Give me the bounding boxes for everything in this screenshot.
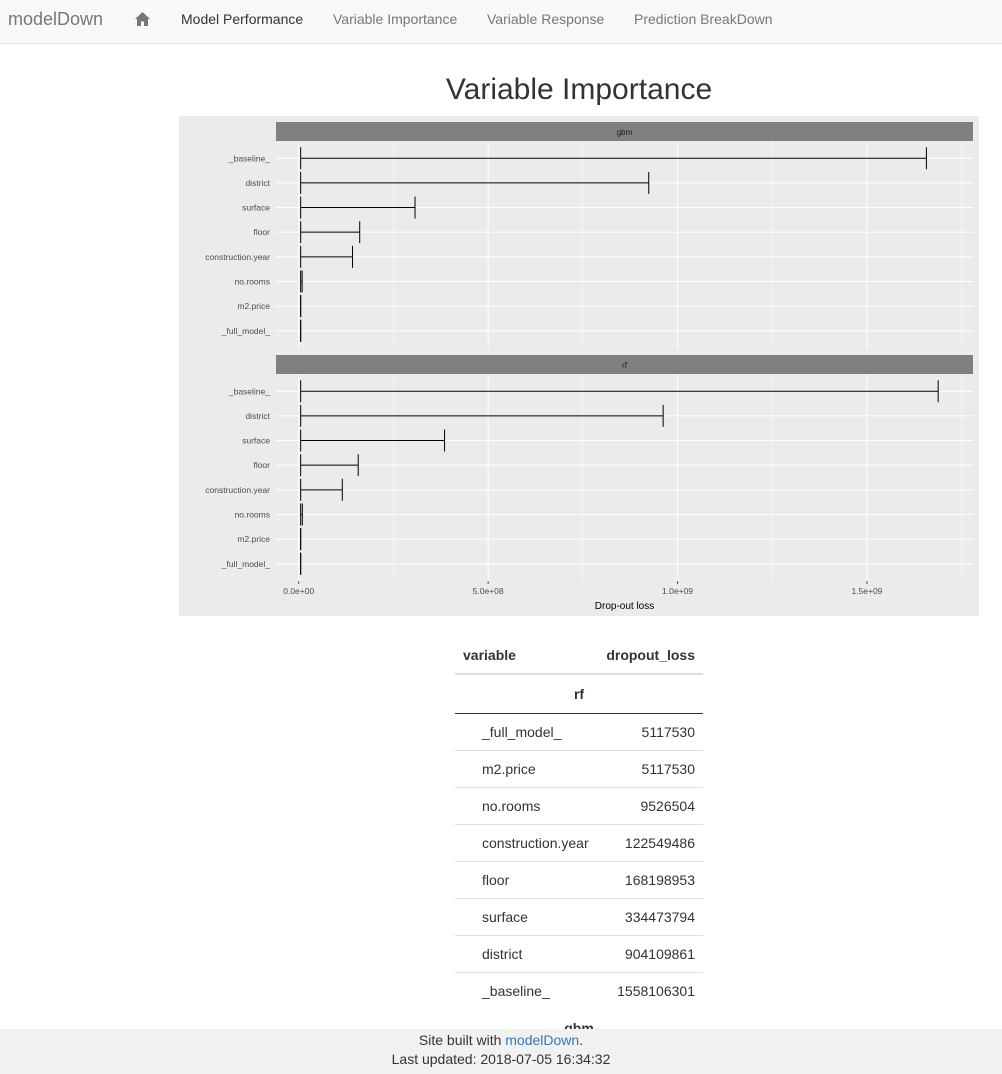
table-cell-dropout-loss: 122549486 [597, 824, 703, 862]
table-cell-variable: _baseline_ [455, 972, 598, 1009]
table-group-row: rf [455, 674, 703, 714]
table-header-row: variable dropout_loss [455, 637, 703, 674]
table-cell-dropout-loss: 168198953 [597, 861, 703, 899]
table-cell-variable: no.rooms [455, 787, 598, 825]
y-tick-label: district [245, 178, 270, 188]
y-tick-label: no.rooms [235, 276, 270, 286]
y-tick-label: _full_model_ [221, 559, 270, 569]
table-cell-dropout-loss: 5117530 [597, 750, 703, 788]
variable-importance-chart: gbm _baseline_ district surface floor constru… [179, 116, 979, 616]
table-row: floor 168198953 [455, 861, 703, 899]
x-tick-label: 1.5e+09 [851, 586, 882, 596]
x-tick-label: 1.0e+09 [662, 586, 693, 596]
table-cell-variable: district [455, 935, 598, 973]
table-cell-variable: construction.year [455, 824, 598, 862]
table-cell-dropout-loss: 334473794 [597, 898, 703, 936]
table-cell-variable: _full_model_ [455, 713, 598, 751]
y-tick-label: surface [242, 203, 270, 213]
nav-prediction-breakdown[interactable]: Prediction BreakDown [634, 11, 773, 27]
navbar: modelDown Model Performance Variable Imp… [0, 0, 1002, 44]
footer-built-line: Site built with modelDown. [0, 1032, 1002, 1048]
facet-strip-label: rf [622, 361, 628, 370]
y-tick-label: construction.year [205, 252, 270, 262]
facet-strip [276, 122, 973, 141]
y-tick-label: construction.year [205, 485, 270, 495]
y-tick-label: surface [242, 436, 270, 446]
table-cell-dropout-loss: 1558106301 [597, 972, 703, 1009]
table-cell-variable: m2.price [455, 750, 598, 788]
footer-built-prefix: Site built with [418, 1032, 506, 1048]
nav-variable-response[interactable]: Variable Response [487, 11, 605, 27]
panel-background [276, 141, 973, 348]
facet-strip [276, 355, 973, 374]
table-row: district 904109861 [455, 935, 703, 973]
x-tick-label: 5.0e+08 [473, 586, 504, 596]
footer: Site built with modelDown. Last updated:… [0, 1029, 1002, 1074]
footer-last-updated: Last updated: 2018-07-05 16:34:32 [391, 1051, 611, 1067]
facet-strip-label: gbm [617, 128, 633, 137]
x-axis-label: Drop-out loss [595, 601, 654, 612]
brand-link[interactable]: modelDown [8, 9, 104, 29]
y-tick-label: floor [253, 460, 270, 470]
nav-model-performance[interactable]: Model Performance [181, 11, 304, 27]
y-tick-label: m2.price [237, 534, 270, 544]
page-title: Variable Importance [445, 73, 713, 106]
footer-built-suffix: . [579, 1032, 584, 1048]
table-cell-dropout-loss: 904109861 [597, 935, 703, 973]
table-cell-dropout-loss: 9526504 [597, 787, 703, 825]
table-group-label: rf [455, 674, 703, 714]
y-tick-label: _full_model_ [221, 326, 270, 336]
y-tick-label: _baseline_ [228, 153, 270, 163]
panel-background [276, 374, 973, 581]
table-cell-variable: floor [455, 861, 598, 899]
y-tick-label: m2.price [237, 301, 270, 311]
table-cell-variable: surface [455, 898, 598, 936]
y-tick-label: _baseline_ [228, 386, 270, 396]
table-row: _full_model_ 5117530 [455, 713, 703, 751]
table-row: _baseline_ 1558106301 [455, 972, 703, 1009]
table-row: m2.price 5117530 [455, 750, 703, 788]
home-icon[interactable] [134, 11, 151, 27]
x-tick-label: 0.0e+00 [283, 586, 314, 596]
y-tick-label: no.rooms [235, 509, 270, 519]
dropout-loss-table: variable dropout_loss rf _full_model_ 5117… [455, 637, 703, 1048]
y-tick-label: district [245, 411, 270, 421]
column-header-dropout-loss[interactable]: dropout_loss [606, 647, 695, 663]
table-row: construction.year 122549486 [455, 824, 703, 862]
modeldown-link[interactable]: modelDown [505, 1032, 580, 1048]
table-row: surface 334473794 [455, 898, 703, 936]
column-header-variable[interactable]: variable [463, 647, 516, 663]
table-row: no.rooms 9526504 [455, 787, 703, 825]
table-cell-dropout-loss: 5117530 [597, 713, 703, 751]
nav-variable-importance[interactable]: Variable Importance [333, 11, 458, 27]
y-tick-label: floor [253, 227, 270, 237]
